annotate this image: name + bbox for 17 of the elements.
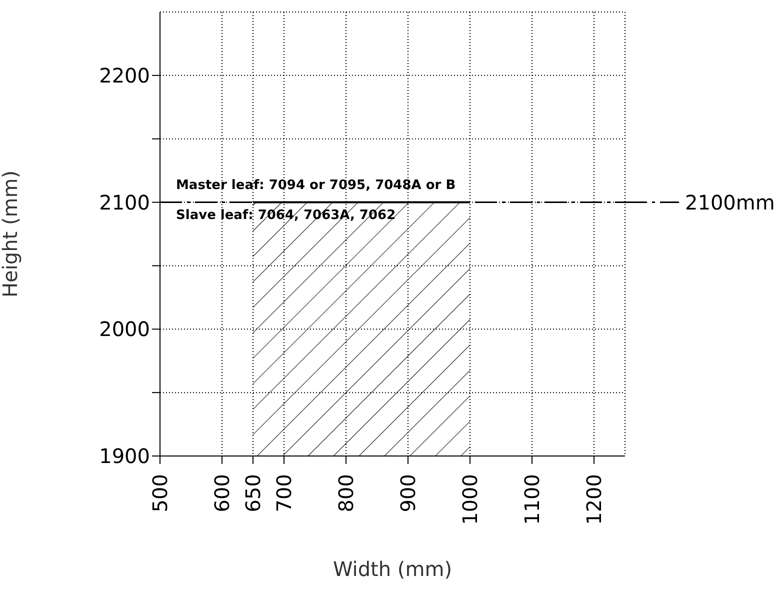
x-tick-label: 1100 — [520, 474, 544, 525]
x-axis-title: Width (mm) — [332, 557, 452, 581]
x-tick-label: 500 — [148, 474, 172, 512]
x-tick-label: 800 — [334, 474, 358, 512]
annotation: Master leaf: 7094 or 7095, 7048A or B — [176, 178, 456, 193]
x-tick-label: 1000 — [458, 474, 482, 525]
y-tick-label: 2100 — [99, 190, 150, 214]
y-tick-label: 2200 — [99, 64, 150, 88]
x-tick-label: 1200 — [582, 474, 606, 525]
y-tick-label: 2000 — [99, 317, 150, 342]
ref-line-label: 2100mm — [685, 190, 775, 214]
y-axis-title: Height (mm) — [0, 170, 22, 298]
x-tick-label: 900 — [396, 474, 420, 512]
y-tick-label: 1900 — [99, 444, 150, 468]
x-tick-label: 600 — [210, 474, 234, 512]
x-tick-label: 700 — [272, 474, 296, 512]
x-tick-label: 650 — [241, 474, 265, 512]
